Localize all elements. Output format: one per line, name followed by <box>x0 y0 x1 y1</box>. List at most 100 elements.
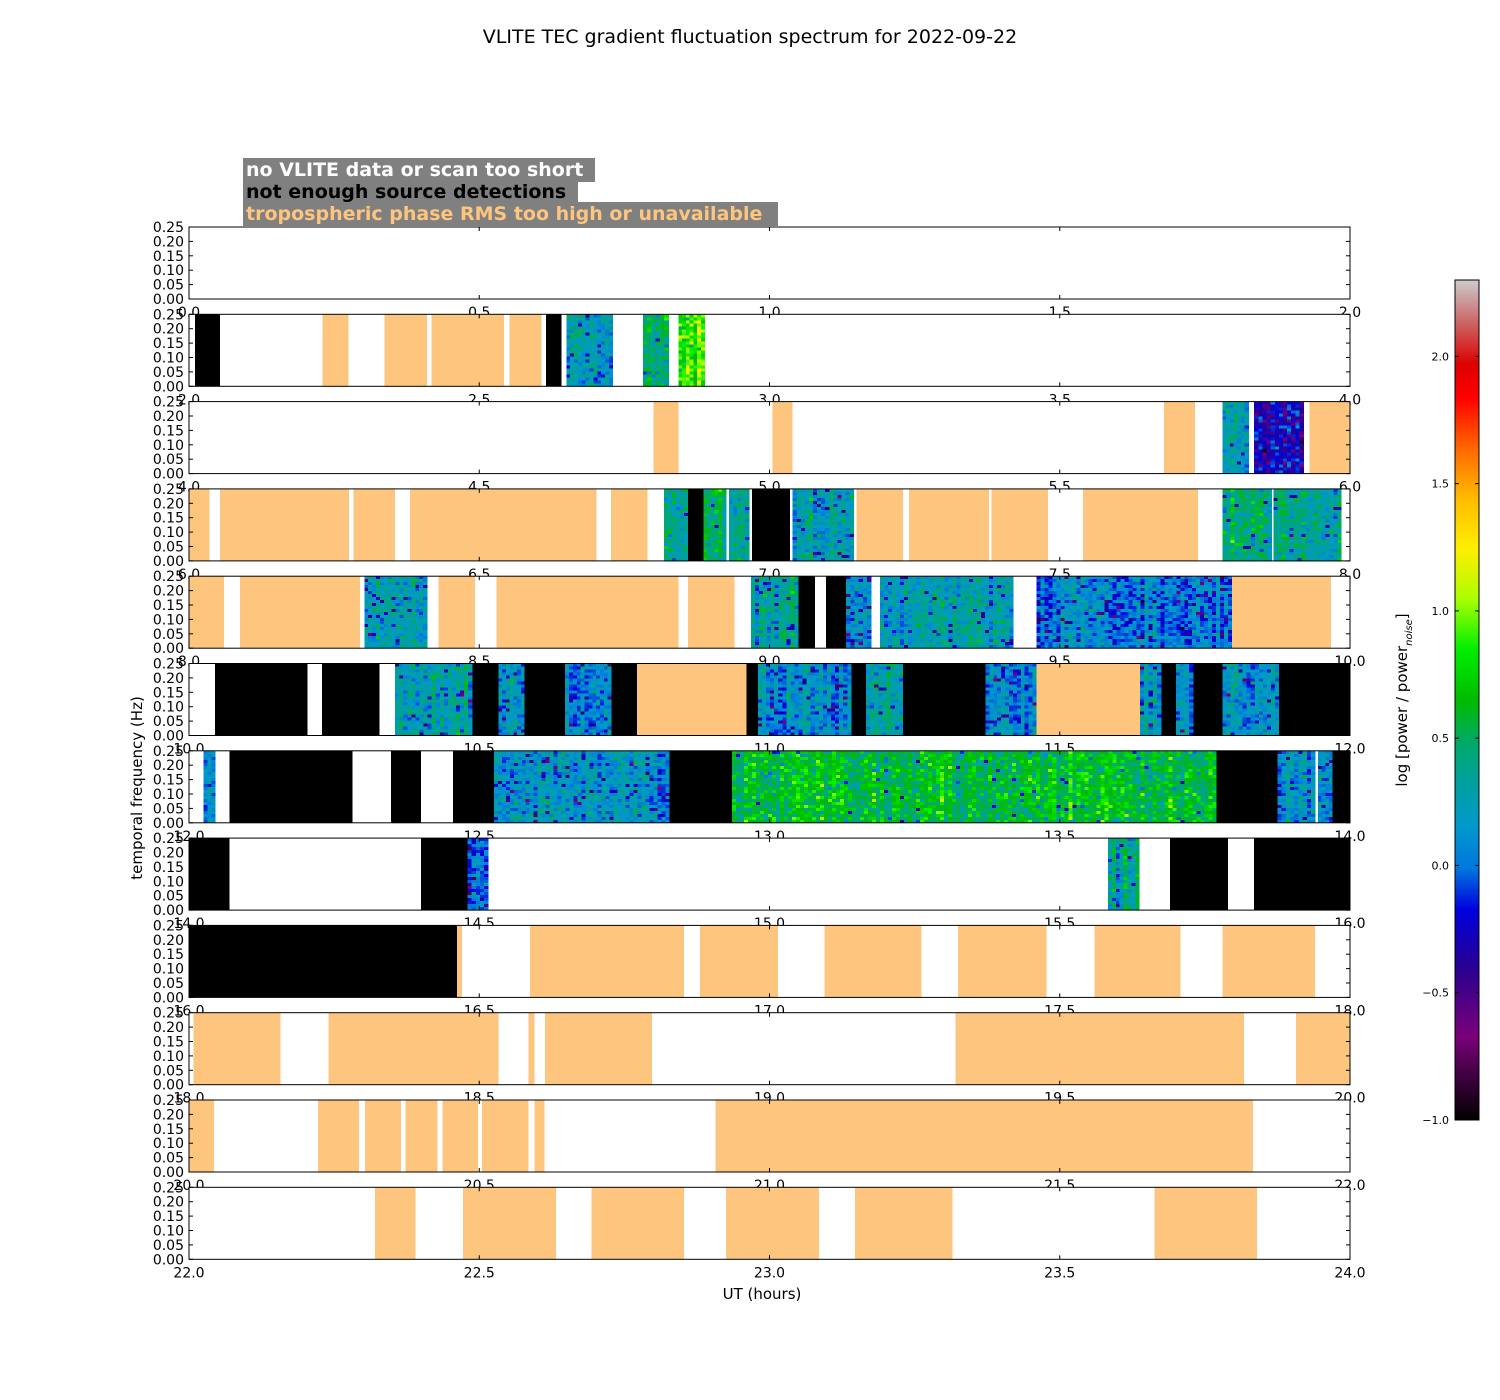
y-tick-label: 0.25 <box>153 918 184 934</box>
y-tick-label: 0.25 <box>153 569 184 585</box>
tropo-flag-block <box>637 663 747 736</box>
y-tick-label: 0.05 <box>153 278 184 294</box>
x-tick-label: 24.0 <box>1334 1265 1365 1281</box>
y-tick-label: 0.10 <box>153 1136 184 1152</box>
tropo-flag-block <box>856 488 904 561</box>
y-tick-label: 0.20 <box>153 1020 184 1036</box>
colorbar-tick-label: 2.0 <box>1432 350 1450 363</box>
y-tick-label: 0.00 <box>153 729 184 745</box>
tropo-flag-block <box>991 488 1049 561</box>
y-tick-label: 0.15 <box>153 249 184 265</box>
tropo-flag-block <box>193 1012 281 1085</box>
y-tick-label: 0.05 <box>153 1063 184 1079</box>
y-tick-label: 0.25 <box>153 1180 184 1196</box>
no-detections-block <box>189 838 230 911</box>
colorbar-label: log [power / powernoise] <box>1393 613 1415 786</box>
y-tick-label: 0.20 <box>153 846 184 862</box>
y-tick-label: 0.05 <box>153 365 184 381</box>
y-tick-label: 0.25 <box>153 307 184 323</box>
no-detections-block <box>1216 750 1278 823</box>
spectrum-segment <box>642 314 669 387</box>
tropo-flag-block <box>482 1100 529 1172</box>
y-tick-label: 0.00 <box>153 641 184 657</box>
spectrum-segment <box>498 663 525 736</box>
no-detections-block <box>825 576 847 649</box>
spectrum-segment <box>1139 663 1162 736</box>
colorbar-tick-label: −0.5 <box>1422 987 1449 1000</box>
colorbar-tick-label: 0.5 <box>1432 732 1450 745</box>
spectrum-segment <box>493 750 671 824</box>
no-detections-block <box>194 314 220 387</box>
legend-entry: tropospheric phase RMS too high or unava… <box>246 203 762 225</box>
no-detections-block <box>1279 663 1350 736</box>
legend-box <box>243 158 595 182</box>
spectrum-segment <box>565 663 612 736</box>
y-tick-label: 0.15 <box>153 1122 184 1138</box>
y-tick-label: 0.25 <box>153 744 184 760</box>
no-detections-block <box>903 663 986 736</box>
tropo-flag-block <box>328 1012 499 1085</box>
y-tick-label: 0.10 <box>153 874 184 890</box>
no-detections-block <box>688 488 704 561</box>
tropo-flag-block <box>438 576 476 649</box>
no-detections-block <box>546 314 562 387</box>
y-tick-label: 0.25 <box>153 1093 184 1109</box>
tropo-flag-block <box>1094 925 1181 998</box>
y-tick-label: 0.05 <box>153 889 184 905</box>
y-tick-label: 0.15 <box>153 511 184 527</box>
y-tick-label: 0.00 <box>153 554 184 570</box>
spectrum-segment <box>663 488 689 562</box>
tropo-flag-block <box>442 1100 479 1172</box>
tropo-flag-block <box>591 1187 685 1260</box>
y-tick-label: 0.00 <box>153 990 184 1006</box>
spectrum-segment <box>985 663 1037 736</box>
tropo-flag-block <box>772 401 793 474</box>
panel-3: 0.000.050.100.150.200.256.0 6.5 7.0 7.5 8.0 <box>153 482 1361 583</box>
no-detections-block <box>189 925 458 998</box>
tropo-flag-block <box>189 488 210 561</box>
spectrum-segment <box>757 663 852 736</box>
spectrum-segment <box>865 663 904 736</box>
tropo-flag-block <box>854 1187 953 1260</box>
colorbar: −1.0 −0.5 0.0 0.5 1.0 1.5 2.0 log [power / pow… <box>1393 279 1480 1127</box>
y-tick-label: 0.00 <box>153 379 184 395</box>
tropo-flag-block <box>1082 488 1198 561</box>
no-detections-block <box>472 663 499 736</box>
y-tick-label: 0.20 <box>153 1195 184 1211</box>
y-tick-label: 0.10 <box>153 351 184 367</box>
tropo-flag-block <box>240 576 361 649</box>
panel-background <box>189 314 1350 387</box>
panel-4: 0.000.050.100.150.200.258.0 8.5 9.0 9.5 10.0 <box>153 569 1366 670</box>
y-tick-label: 0.20 <box>153 758 184 774</box>
no-detections-block <box>229 750 353 823</box>
tropo-flag-block <box>384 314 428 387</box>
x-tick-label: 22.5 <box>464 1265 495 1281</box>
tropo-flag-block <box>1309 401 1350 474</box>
spectrum-segment <box>1175 663 1194 736</box>
colorbar-label-end: ] <box>1393 613 1411 619</box>
tropo-flag-block <box>1296 1012 1350 1085</box>
y-tick-label: 0.25 <box>153 831 184 847</box>
y-tick-label: 0.00 <box>153 903 184 919</box>
y-tick-label: 0.00 <box>153 292 184 308</box>
tropo-flag-block <box>1232 576 1331 649</box>
colorbar-tick-label: 1.0 <box>1432 605 1450 618</box>
no-detections-block <box>1161 663 1176 736</box>
y-tick-label: 0.10 <box>153 263 184 279</box>
x-tick-label: 23.5 <box>1044 1265 1075 1281</box>
panel-0: 0.000.050.100.150.200.250.0 0.5 1.0 1.5 2.0 <box>153 220 1361 321</box>
tropo-flag-block <box>955 1012 1244 1085</box>
spectrum-segment <box>792 488 855 562</box>
spectrum-segment <box>879 576 1014 649</box>
y-tick-label: 0.20 <box>153 933 184 949</box>
legend-box <box>243 180 578 204</box>
colorbar-ticks: −1.0 −0.5 0.0 0.5 1.0 1.5 2.0 <box>1422 350 1479 1127</box>
tropo-flag-block <box>317 1100 360 1172</box>
tropo-flag-block <box>374 1187 416 1260</box>
y-tick-label: 0.10 <box>153 700 184 716</box>
no-detections-block <box>851 663 866 736</box>
y-tick-label: 0.05 <box>153 627 184 643</box>
